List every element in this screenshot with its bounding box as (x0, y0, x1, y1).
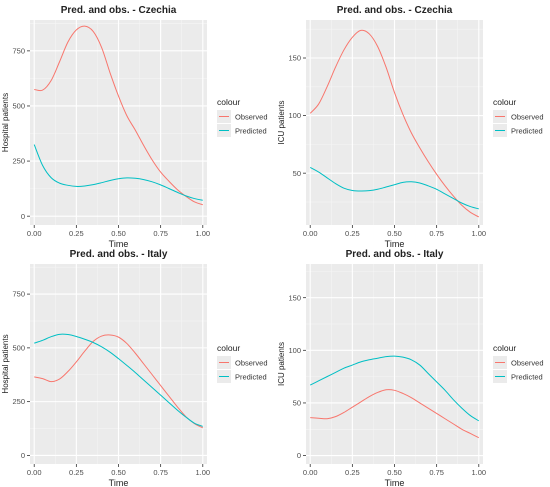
y-tick-label: 150 (288, 54, 301, 63)
chart-panel-3: 0.00 0.25 0.50 0.75 1.00 0 250 500 750 Pred. and … (1, 249, 268, 487)
y-tick-label: 100 (288, 346, 301, 355)
y-tick-label: 0 (297, 451, 301, 460)
y-axis-label: Hospital patients (1, 93, 10, 152)
legend-title: colour (493, 97, 516, 107)
series-line-observed (310, 389, 480, 439)
x-tick-label: 0.75 (153, 229, 168, 238)
x-tick-label: 0.75 (153, 468, 168, 477)
legend: colour Observed Predicted (493, 343, 544, 383)
legend-label-predicted: Predicted (511, 127, 543, 136)
x-axis-label: Time (109, 478, 129, 487)
chart-panel-1: 0.00 0.25 0.50 0.75 1.00 0 250 500 750 Pred. and … (1, 5, 268, 249)
chart-title: Pred. and obs. - Italy (70, 249, 168, 260)
legend-label-predicted: Predicted (235, 373, 267, 382)
x-tick-label: 0.50 (387, 468, 402, 477)
x-axis-label: Time (109, 239, 129, 249)
y-tick-label: 250 (12, 397, 25, 406)
y-axis-label: Hospital patients (1, 334, 10, 393)
series-line-predicted (34, 333, 203, 427)
chart-title: Pred. and obs. - Italy (346, 249, 444, 260)
chart-panel-4: 0.00 0.25 0.50 0.75 1.00 0 50 100 150 Pred. and o… (277, 249, 544, 487)
legend-label-observed: Observed (235, 113, 268, 122)
y-tick-label: 500 (12, 343, 25, 352)
x-tick-label: 0.75 (429, 229, 444, 238)
x-axis-label: Time (385, 478, 405, 487)
x-tick-label: 0.00 (303, 229, 318, 238)
y-axis-label: ICU patients (277, 342, 286, 386)
chart-panel-2: 0.00 0.25 0.50 0.75 1.00 50 100 150 Pred. and ob… (277, 5, 544, 249)
x-tick-label: 1.00 (471, 229, 486, 238)
legend-label-observed: Observed (511, 113, 544, 122)
x-tick-label: 0.50 (387, 229, 402, 238)
x-tick-label: 0.25 (345, 468, 360, 477)
y-tick-label: 100 (288, 111, 301, 120)
series-line-observed (34, 334, 204, 429)
y-tick-label: 0 (21, 451, 25, 460)
legend-title: colour (493, 343, 516, 353)
x-tick-label: 0.25 (69, 468, 84, 477)
series-line-observed (309, 29, 480, 218)
x-tick-label: 0.00 (27, 229, 42, 238)
x-tick-label: 0.00 (303, 468, 318, 477)
series-line-predicted (309, 355, 480, 422)
x-tick-label: 0.75 (429, 468, 444, 477)
legend: colour Observed Predicted (217, 343, 268, 383)
x-tick-label: 1.00 (195, 468, 210, 477)
x-tick-label: 0.50 (111, 468, 126, 477)
x-tick-label: 0.25 (345, 229, 360, 238)
legend-title: colour (217, 343, 240, 353)
y-tick-label: 0 (21, 212, 25, 221)
y-tick-label: 150 (288, 293, 301, 302)
y-tick-label: 250 (12, 157, 25, 166)
y-tick-label: 50 (293, 399, 301, 408)
x-tick-label: 1.00 (471, 468, 486, 477)
y-axis-label: ICU patients (277, 100, 286, 144)
y-tick-label: 750 (12, 46, 25, 55)
legend: colour Observed Predicted (493, 97, 544, 137)
legend: colour Observed Predicted (217, 97, 268, 137)
series-line-predicted (309, 166, 479, 210)
x-tick-label: 0.00 (27, 468, 42, 477)
y-tick-label: 750 (12, 290, 25, 299)
chart-title: Pred. and obs. - Czechia (337, 5, 453, 16)
legend-label-predicted: Predicted (511, 373, 543, 382)
legend-label-observed: Observed (511, 359, 544, 368)
y-tick-label: 50 (293, 169, 301, 178)
legend-title: colour (217, 97, 240, 107)
chart-title: Pred. and obs. - Czechia (61, 5, 177, 16)
legend-label-predicted: Predicted (235, 127, 267, 136)
x-axis-label: Time (385, 239, 405, 249)
x-tick-label: 0.50 (111, 229, 126, 238)
x-tick-label: 0.25 (69, 229, 84, 238)
y-tick-label: 500 (12, 102, 25, 111)
x-tick-label: 1.00 (195, 229, 210, 238)
series-line-observed (34, 25, 203, 206)
series-line-predicted (33, 144, 203, 201)
legend-label-observed: Observed (235, 359, 268, 368)
